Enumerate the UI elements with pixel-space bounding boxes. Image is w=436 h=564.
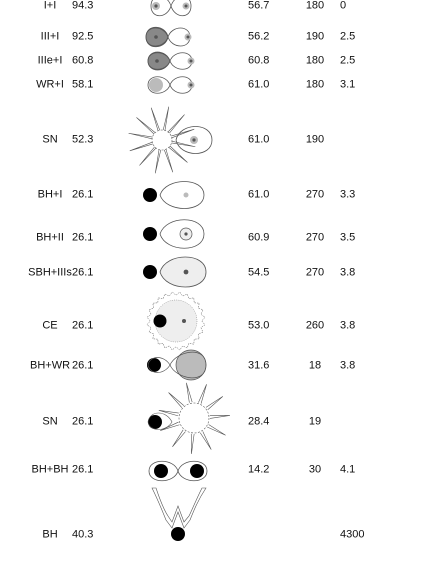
mass-value: 60.8 [72,54,94,67]
stage-label: I+I [43,0,57,12]
separation-value: 180 [305,0,325,12]
stage-row: CE 26.1 53.0 260 3.8 [0,320,436,332]
stage-label: BH+WR [29,359,71,372]
separation-value: 190 [305,133,325,146]
time-value: 0 [340,0,347,12]
stage-row: BH+I 26.1 61.0 270 3.3 [0,189,436,201]
binary-star-icon [150,0,192,17]
stage-label: CE [42,319,58,332]
stage-row: BH+II 26.1 60.9 270 3.5 [0,232,436,244]
separation-value: 180 [305,54,325,67]
separation-value: 260 [305,319,325,332]
separation-value: 270 [305,266,325,279]
stage-label: IIIe+I [37,54,63,67]
stage-label: SBH+IIIs [28,266,72,279]
mass-value: 26.1 [72,319,94,332]
period-value: 28.4 [248,415,270,428]
time-value: 3.1 [340,78,356,91]
stage-row: BH+WR 26.1 31.6 18 3.8 [0,360,436,372]
stage-label: SN [42,415,58,428]
black-hole-giant-icon [143,256,207,288]
merged-black-hole-icon [151,487,207,541]
stage-row: SN 52.3 61.0 190 [0,134,436,146]
stage-row: SBH+IIIs 26.1 54.5 270 3.8 [0,267,436,279]
period-value: 60.9 [248,231,270,244]
stage-row: BH 40.3 4300 [0,529,436,541]
supernova-icon [147,382,230,454]
time-value: 2.5 [340,30,356,43]
time-value: 4.1 [340,463,356,476]
stage-row: III+I 92.5 56.2 190 2.5 [0,31,436,43]
wolf-rayet-binary-icon [147,76,195,94]
separation-value: 270 [305,231,325,244]
period-value: 61.0 [248,188,270,201]
period-value: 31.6 [248,359,270,372]
separation-value: 190 [305,30,325,43]
stage-label: BH [42,528,58,541]
stage-label: BH+I [37,188,63,201]
common-envelope-icon [146,291,206,351]
binary-black-hole-icon [148,460,208,482]
stage-row: WR+I 58.1 61.0 180 3.1 [0,79,436,91]
time-value: 3.3 [340,188,356,201]
separation-value: 180 [305,78,325,91]
mass-value: 58.1 [72,78,94,91]
stage-label: BH+II [36,231,64,244]
mass-value: 26.1 [72,188,94,201]
mass-value: 94.3 [72,0,94,12]
separation-value: 30 [308,463,322,476]
stage-row: IIIe+I 60.8 60.8 180 2.5 [0,55,436,67]
black-hole-subgiant-icon [143,219,205,249]
period-value: 54.5 [248,266,270,279]
period-value: 60.8 [248,54,270,67]
period-value: 14.2 [248,463,270,476]
time-value: 4300 [340,528,365,541]
mass-value: 40.3 [72,528,94,541]
black-hole-binary-icon [143,181,205,209]
mass-value: 26.1 [72,231,94,244]
mass-value: 26.1 [72,463,94,476]
period-value: 53.0 [248,319,270,332]
time-value: 3.8 [340,319,356,332]
separation-value: 18 [308,359,322,372]
mass-value: 26.1 [72,266,94,279]
stage-label: WR+I [36,78,64,91]
stage-label: SN [42,133,58,146]
time-value: 3.5 [340,231,356,244]
mass-value: 26.1 [72,415,94,428]
stage-label: BH+BH [31,463,69,476]
black-hole-wolf-rayet-icon [147,349,207,381]
period-value: 61.0 [248,133,270,146]
period-value: 56.2 [248,30,270,43]
time-value: 2.5 [340,54,356,67]
time-value: 3.8 [340,359,356,372]
supernova-icon [128,106,213,174]
time-value: 3.8 [340,266,356,279]
expanded-giant-binary-icon [147,51,195,71]
period-value: 56.7 [248,0,270,12]
separation-value: 270 [305,188,325,201]
stage-row: SN 26.1 28.4 19 [0,416,436,428]
giant-star-binary-icon [145,26,192,48]
mass-value: 26.1 [72,359,94,372]
stage-row: I+I 94.3 56.7 180 0 [0,0,436,12]
stage-row: BH+BH 26.1 14.2 30 4.1 [0,464,436,476]
period-value: 61.0 [248,78,270,91]
mass-value: 92.5 [72,30,94,43]
mass-value: 52.3 [72,133,94,146]
separation-value: 19 [308,415,322,428]
stage-label: III+I [40,30,60,43]
